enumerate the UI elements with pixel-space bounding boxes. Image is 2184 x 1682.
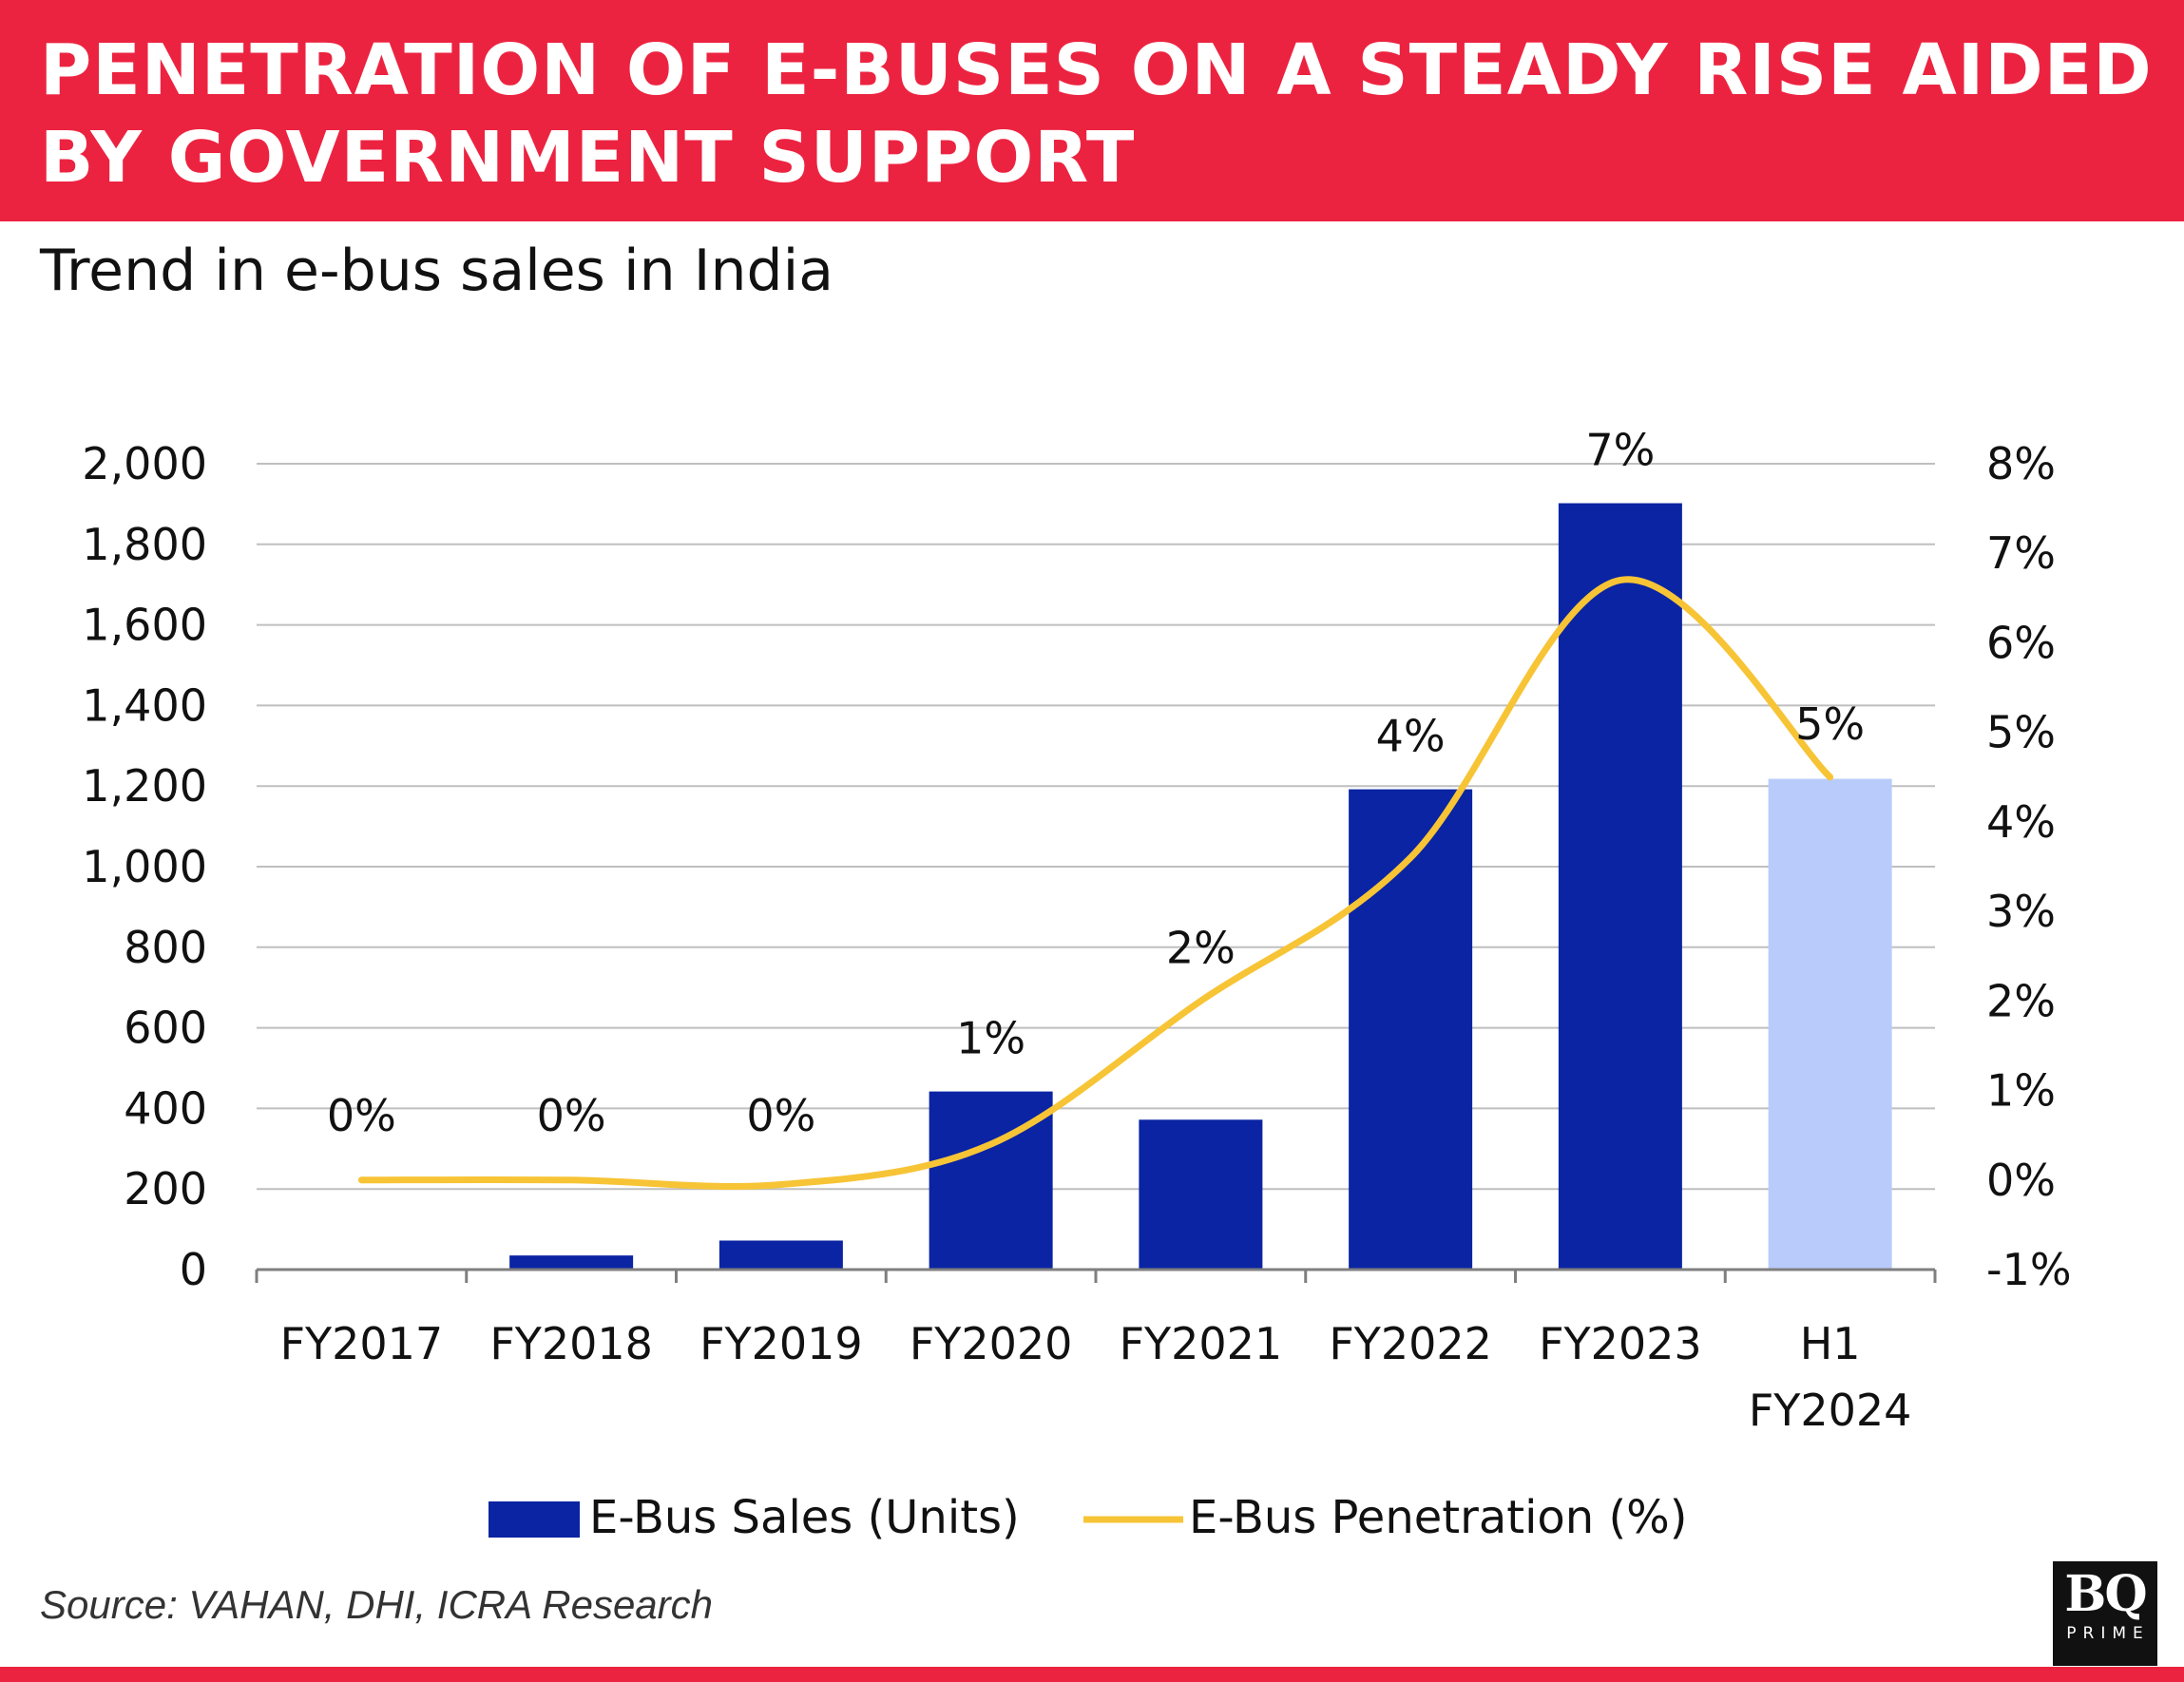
y-left-tick-label: 200	[124, 1163, 207, 1214]
y-right-tick-label: 4%	[1986, 796, 2056, 848]
y-right-tick-label: 0%	[1986, 1155, 2056, 1206]
penetration-line	[357, 576, 1834, 1190]
legend-bar-label: E-Bus Sales (Units)	[589, 1491, 1020, 1544]
bar-FY2019	[718, 1240, 843, 1270]
y-right-tick-label: 3%	[1986, 886, 2056, 937]
penetration-data-label: 4%	[1376, 711, 1446, 762]
bq-prime-logo: BQ PRIME	[2053, 1561, 2157, 1666]
y-left-tick-label: 1,400	[82, 679, 207, 731]
bar-FY2021	[1139, 1119, 1263, 1270]
x-tick-label: FY2017	[280, 1318, 444, 1369]
penetration-data-label: 5%	[1795, 698, 1865, 750]
y-left-tick-label: 0	[180, 1244, 207, 1295]
chart-subtitle: Trend in e-bus sales in India	[40, 238, 834, 304]
y-left-tick-label: 2,000	[82, 438, 207, 489]
y-left-tick-label: 1,600	[82, 600, 207, 651]
logo-mark: BQ	[2064, 1565, 2147, 1623]
x-tick-label: FY2022	[1329, 1318, 1492, 1369]
y-right-tick-label: 5%	[1986, 707, 2056, 758]
penetration-data-label: 0%	[746, 1090, 815, 1141]
penetration-data-label: 0%	[537, 1090, 606, 1141]
bar-H1-FY2024	[1768, 778, 1892, 1270]
penetration-data-label: 0%	[327, 1090, 396, 1141]
y-left-tick-label: 1,000	[82, 841, 207, 892]
bar-FY2018	[509, 1255, 634, 1270]
x-tick-label: FY2019	[699, 1318, 863, 1369]
y-right-tick-label: 6%	[1986, 617, 2056, 668]
source-note: Source: VAHAN, DHI, ICRA Research	[40, 1582, 714, 1627]
bar-FY2023	[1558, 503, 1682, 1270]
x-tick-label: H1	[1800, 1318, 1861, 1369]
y-left-tick-label: 800	[124, 922, 207, 973]
title-banner	[0, 0, 2184, 221]
penetration-data-label: 7%	[1585, 425, 1655, 476]
chart-area: 0 200 400 600 800 1,000 1,200 1,400 1,600 1,800 2,…	[82, 425, 2072, 1544]
y-right-tick-label: 1%	[1986, 1065, 2056, 1117]
y-left-tick-label: 600	[124, 1003, 207, 1054]
y-right-tick-label: 8%	[1986, 438, 2056, 489]
y-left-tick-label: 1,800	[82, 519, 207, 570]
logo-subtext: PRIME	[2066, 1624, 2150, 1643]
y-right-tick-label: 7%	[1986, 527, 2056, 579]
bar-FY2022	[1349, 789, 1473, 1270]
footer-rule	[0, 1667, 2184, 1682]
y-right-tick-label: -1%	[1986, 1244, 2072, 1295]
penetration-data-label: 1%	[956, 1013, 1025, 1064]
x-tick-label: FY2021	[1120, 1318, 1283, 1369]
y-right-tick-label: 2%	[1986, 975, 2056, 1026]
x-tick-label: FY2023	[1539, 1318, 1702, 1369]
legend-bar-swatch	[489, 1501, 580, 1538]
penetration-data-label: 2%	[1166, 922, 1236, 973]
y-left-tick-label: 1,200	[82, 760, 207, 812]
y-left-tick-label: 400	[124, 1082, 207, 1134]
legend-line-label: E-Bus Penetration (%)	[1189, 1491, 1688, 1544]
x-tick-label: FY2020	[910, 1318, 1073, 1369]
x-tick-label: FY2024	[1749, 1385, 1912, 1436]
page-title: PENETRATION OF E-BUSES ON A STEADY RISE …	[40, 29, 2153, 199]
x-tick-label: FY2018	[489, 1318, 653, 1369]
